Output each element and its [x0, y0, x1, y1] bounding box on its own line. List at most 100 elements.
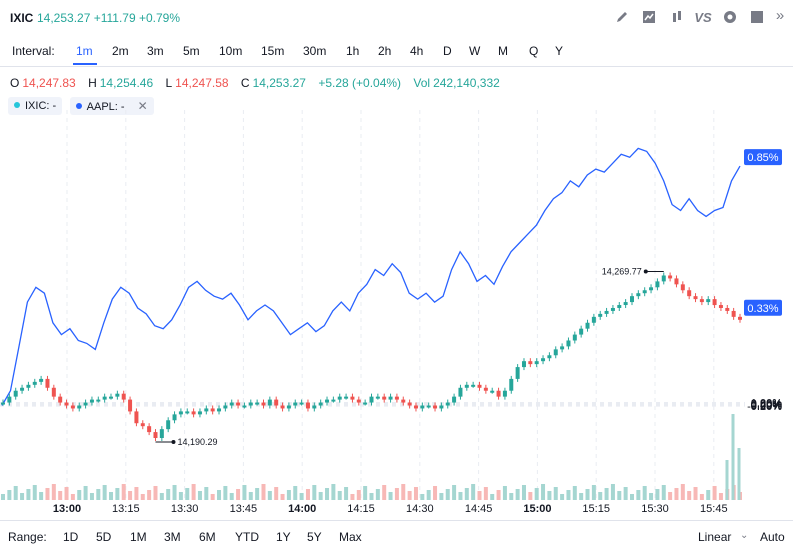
price-chart[interactable]: 1.00%0.80%0.60%0.40%0.20%0.00%-0.20% 13:0…	[0, 0, 793, 520]
expand-icon[interactable]: »	[775, 7, 785, 24]
candle-body	[109, 396, 114, 399]
bar-icon[interactable]	[668, 10, 686, 27]
volume-bar	[706, 490, 711, 500]
candles-icon[interactable]	[640, 10, 658, 27]
candle-body	[70, 405, 75, 409]
top-toolbar: IXIC 14,253.27 +111.79 +0.79% VS »	[0, 0, 793, 36]
interval-2m[interactable]: 2m	[112, 44, 129, 58]
volume-bar	[687, 491, 692, 500]
volume-bar	[668, 492, 673, 500]
x-tick-label: 15:45	[700, 503, 728, 515]
fullscreen-icon[interactable]	[748, 10, 766, 27]
low-label: 14,190.29	[177, 437, 217, 447]
range-5d[interactable]: 5D	[96, 530, 112, 544]
interval-30m[interactable]: 30m	[303, 44, 327, 58]
candle-body	[134, 411, 139, 424]
candle-body	[369, 396, 374, 403]
interval-1h[interactable]: 1h	[346, 44, 360, 58]
volume-bar	[20, 493, 25, 500]
interval-m[interactable]: M	[498, 44, 508, 58]
volume-bar	[172, 485, 177, 500]
candle-body	[706, 299, 711, 303]
interval-15m[interactable]: 15m	[261, 44, 285, 58]
volume-bar	[655, 489, 660, 500]
volume-bar	[623, 487, 628, 500]
range-1y[interactable]: 1Y	[276, 530, 291, 544]
volume-bar	[433, 486, 438, 500]
interval-5m[interactable]: 5m	[183, 44, 200, 58]
interval-1m[interactable]: 1m	[76, 44, 93, 58]
range-ytd[interactable]: YTD	[235, 530, 259, 544]
candle-body	[267, 399, 272, 406]
range-max[interactable]: Max	[339, 530, 362, 544]
interval-10m[interactable]: 10m	[219, 44, 243, 58]
volume-value: 242,140,332	[433, 76, 500, 90]
volume-bar	[566, 490, 571, 500]
volume-bar	[496, 490, 501, 500]
candle-body	[401, 399, 406, 403]
interval-w[interactable]: W	[469, 44, 481, 58]
candle-body	[13, 390, 18, 397]
volume-bar	[255, 488, 260, 500]
volume-bar	[515, 489, 520, 500]
volume-bar	[39, 492, 44, 500]
interval-y[interactable]: Y	[555, 44, 564, 58]
price-change-label: 14,253.27 +111.79 +0.79%	[37, 11, 181, 25]
legend-ixic[interactable]: IXIC: -	[8, 97, 63, 115]
volume-bar	[693, 487, 698, 500]
candle-body	[483, 387, 488, 391]
x-tick-label: 13:30	[171, 503, 199, 515]
vs-icon[interactable]: VS	[694, 10, 712, 25]
scale-select[interactable]: Linear	[698, 530, 732, 544]
settings-icon[interactable]	[721, 10, 739, 27]
range-3m[interactable]: 3M	[164, 530, 181, 544]
volume-bar	[394, 488, 399, 500]
volume-bar	[217, 490, 222, 500]
volume-bar	[312, 485, 317, 500]
volume-bar	[325, 488, 330, 500]
volume-bar	[26, 489, 31, 500]
volume-bar	[642, 486, 647, 500]
volume-bar	[166, 489, 171, 500]
low-value: 14,247.58	[175, 76, 229, 90]
chevron-down-icon[interactable]: ⌄	[740, 530, 749, 541]
candle-body	[102, 396, 107, 400]
candle-body	[236, 402, 241, 406]
range-6m[interactable]: 6M	[199, 530, 216, 544]
volume-bar	[585, 489, 590, 500]
interval-d[interactable]: D	[443, 44, 452, 58]
candle-body	[471, 384, 476, 387]
interval-2h[interactable]: 2h	[378, 44, 392, 58]
volume-bar	[579, 493, 584, 500]
legend-aapl[interactable]: AAPL: - ✕	[69, 97, 154, 115]
interval-q[interactable]: Q	[529, 44, 539, 58]
candle-body	[433, 405, 438, 409]
volume-bar	[560, 494, 565, 500]
range-1d[interactable]: 1D	[63, 530, 79, 544]
open-key: O	[10, 76, 20, 90]
legend-ixic-name: IXIC	[25, 100, 47, 112]
volume-bar	[1, 494, 5, 500]
volume-bar	[305, 489, 310, 500]
volume-bar	[572, 486, 577, 500]
candle-body	[77, 405, 82, 409]
volume-bar	[363, 486, 368, 500]
candle-body	[598, 313, 603, 317]
aapl-last-badge	[744, 149, 782, 166]
candle-body	[331, 399, 336, 402]
range-5y[interactable]: 5Y	[307, 530, 322, 544]
volume-bar	[267, 491, 272, 500]
range-1m[interactable]: 1M	[130, 530, 147, 544]
volume-bar	[242, 485, 247, 500]
auto-scale-button[interactable]: Auto	[760, 530, 785, 544]
interval-3m[interactable]: 3m	[147, 44, 164, 58]
symbol-label: IXIC	[10, 11, 34, 25]
series-legend: IXIC: - AAPL: - ✕	[8, 97, 157, 115]
interval-4h[interactable]: 4h	[410, 44, 424, 58]
pencil-icon[interactable]	[613, 10, 631, 27]
candle-body	[617, 305, 622, 308]
volume-bar	[286, 490, 291, 500]
volume-bar	[204, 487, 209, 500]
volume-bar	[7, 490, 12, 500]
close-icon[interactable]: ✕	[137, 99, 148, 113]
